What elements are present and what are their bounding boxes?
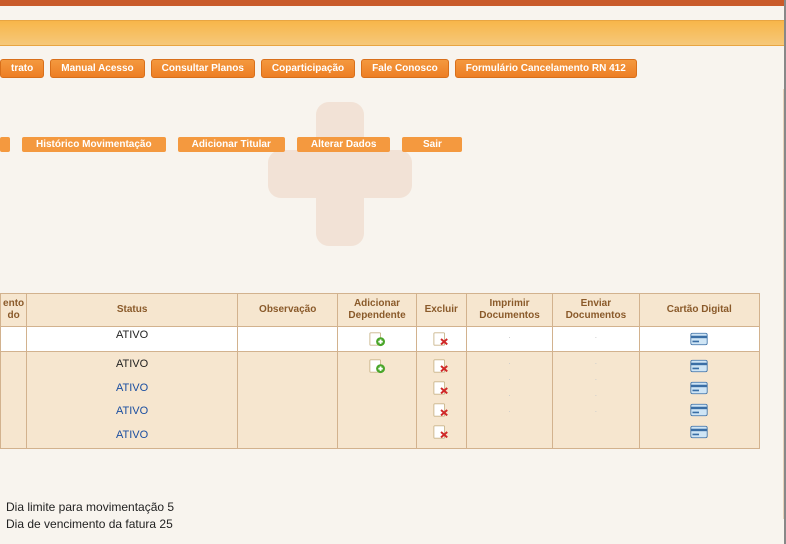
nav-form-cancelamento[interactable]: Formulário Cancelamento RN 412 — [455, 59, 637, 78]
col-cartao-digital: Cartão Digital — [639, 294, 759, 327]
col-enviar-documentos: EnviarDocumentos — [553, 294, 639, 327]
delete-icon[interactable] — [432, 380, 450, 396]
cartao-digital-icon[interactable] — [690, 380, 708, 396]
delete-icon[interactable] — [432, 331, 450, 347]
header-band — [0, 20, 784, 46]
delete-icon[interactable] — [432, 424, 450, 440]
footer-line-2: Dia de vencimento da fatura 25 — [6, 516, 174, 533]
cartao-digital-icon[interactable] — [690, 331, 708, 347]
enviar-placeholder[interactable]: . — [595, 330, 598, 340]
background-cross-icon — [260, 94, 420, 254]
imprimir-placeholder[interactable]: . — [508, 330, 511, 340]
subnav-historico[interactable]: Histórico Movimentação — [22, 137, 166, 152]
col-adicionar-dependente: AdicionarDependente — [338, 294, 416, 327]
col-observacao: Observação — [238, 294, 338, 327]
subnav-alterar-dados[interactable]: Alterar Dados — [297, 137, 391, 152]
subnav-adicionar-titular[interactable]: Adicionar Titular — [178, 137, 285, 152]
status-link[interactable]: ATIVO — [116, 427, 148, 445]
subnav-partial[interactable] — [0, 137, 10, 152]
sub-nav: Histórico Movimentação Adicionar Titular… — [0, 137, 462, 152]
nav-trato[interactable]: trato — [0, 59, 44, 78]
status-link[interactable]: ATIVO — [116, 380, 148, 398]
status-link[interactable]: ATIVO — [116, 403, 148, 421]
col-partial: entodo — [1, 294, 27, 327]
col-imprimir-documentos: ImprimirDocumentos — [466, 294, 552, 327]
add-dependente-icon[interactable] — [368, 358, 386, 374]
footer-line-1: Dia limite para movimentação 5 — [6, 499, 174, 516]
col-excluir: Excluir — [416, 294, 466, 327]
nav-coparticipacao[interactable]: Coparticipação — [261, 59, 355, 78]
main-nav: trato Manual Acesso Consultar Planos Cop… — [0, 56, 784, 81]
enviar-placeholder[interactable]: . — [595, 356, 598, 366]
table-row: ATIVO ATIVO ATIVO ATIVO — [1, 352, 760, 449]
cartao-digital-icon[interactable] — [690, 402, 708, 418]
table-header-row: entodo Status Observação AdicionarDepend… — [1, 294, 760, 327]
cartao-digital-icon[interactable] — [690, 424, 708, 440]
table-row: ATIVO . . — [1, 327, 760, 352]
imprimir-placeholder[interactable]: . — [508, 356, 511, 366]
col-status: Status — [27, 294, 238, 327]
status-text: ATIVO — [116, 356, 148, 374]
add-dependente-icon[interactable] — [368, 331, 386, 347]
beneficiarios-table: entodo Status Observação AdicionarDepend… — [0, 293, 760, 449]
delete-icon[interactable] — [432, 358, 450, 374]
nav-fale-conosco[interactable]: Fale Conosco — [361, 59, 449, 78]
footer-info: Dia limite para movimentação 5 Dia de ve… — [6, 499, 174, 533]
delete-icon[interactable] — [432, 402, 450, 418]
subnav-sair[interactable]: Sair — [402, 137, 462, 152]
nav-manual-acesso[interactable]: Manual Acesso — [50, 59, 144, 78]
status-text: ATIVO — [116, 329, 148, 341]
nav-consultar-planos[interactable]: Consultar Planos — [151, 59, 255, 78]
cartao-digital-icon[interactable] — [690, 358, 708, 374]
